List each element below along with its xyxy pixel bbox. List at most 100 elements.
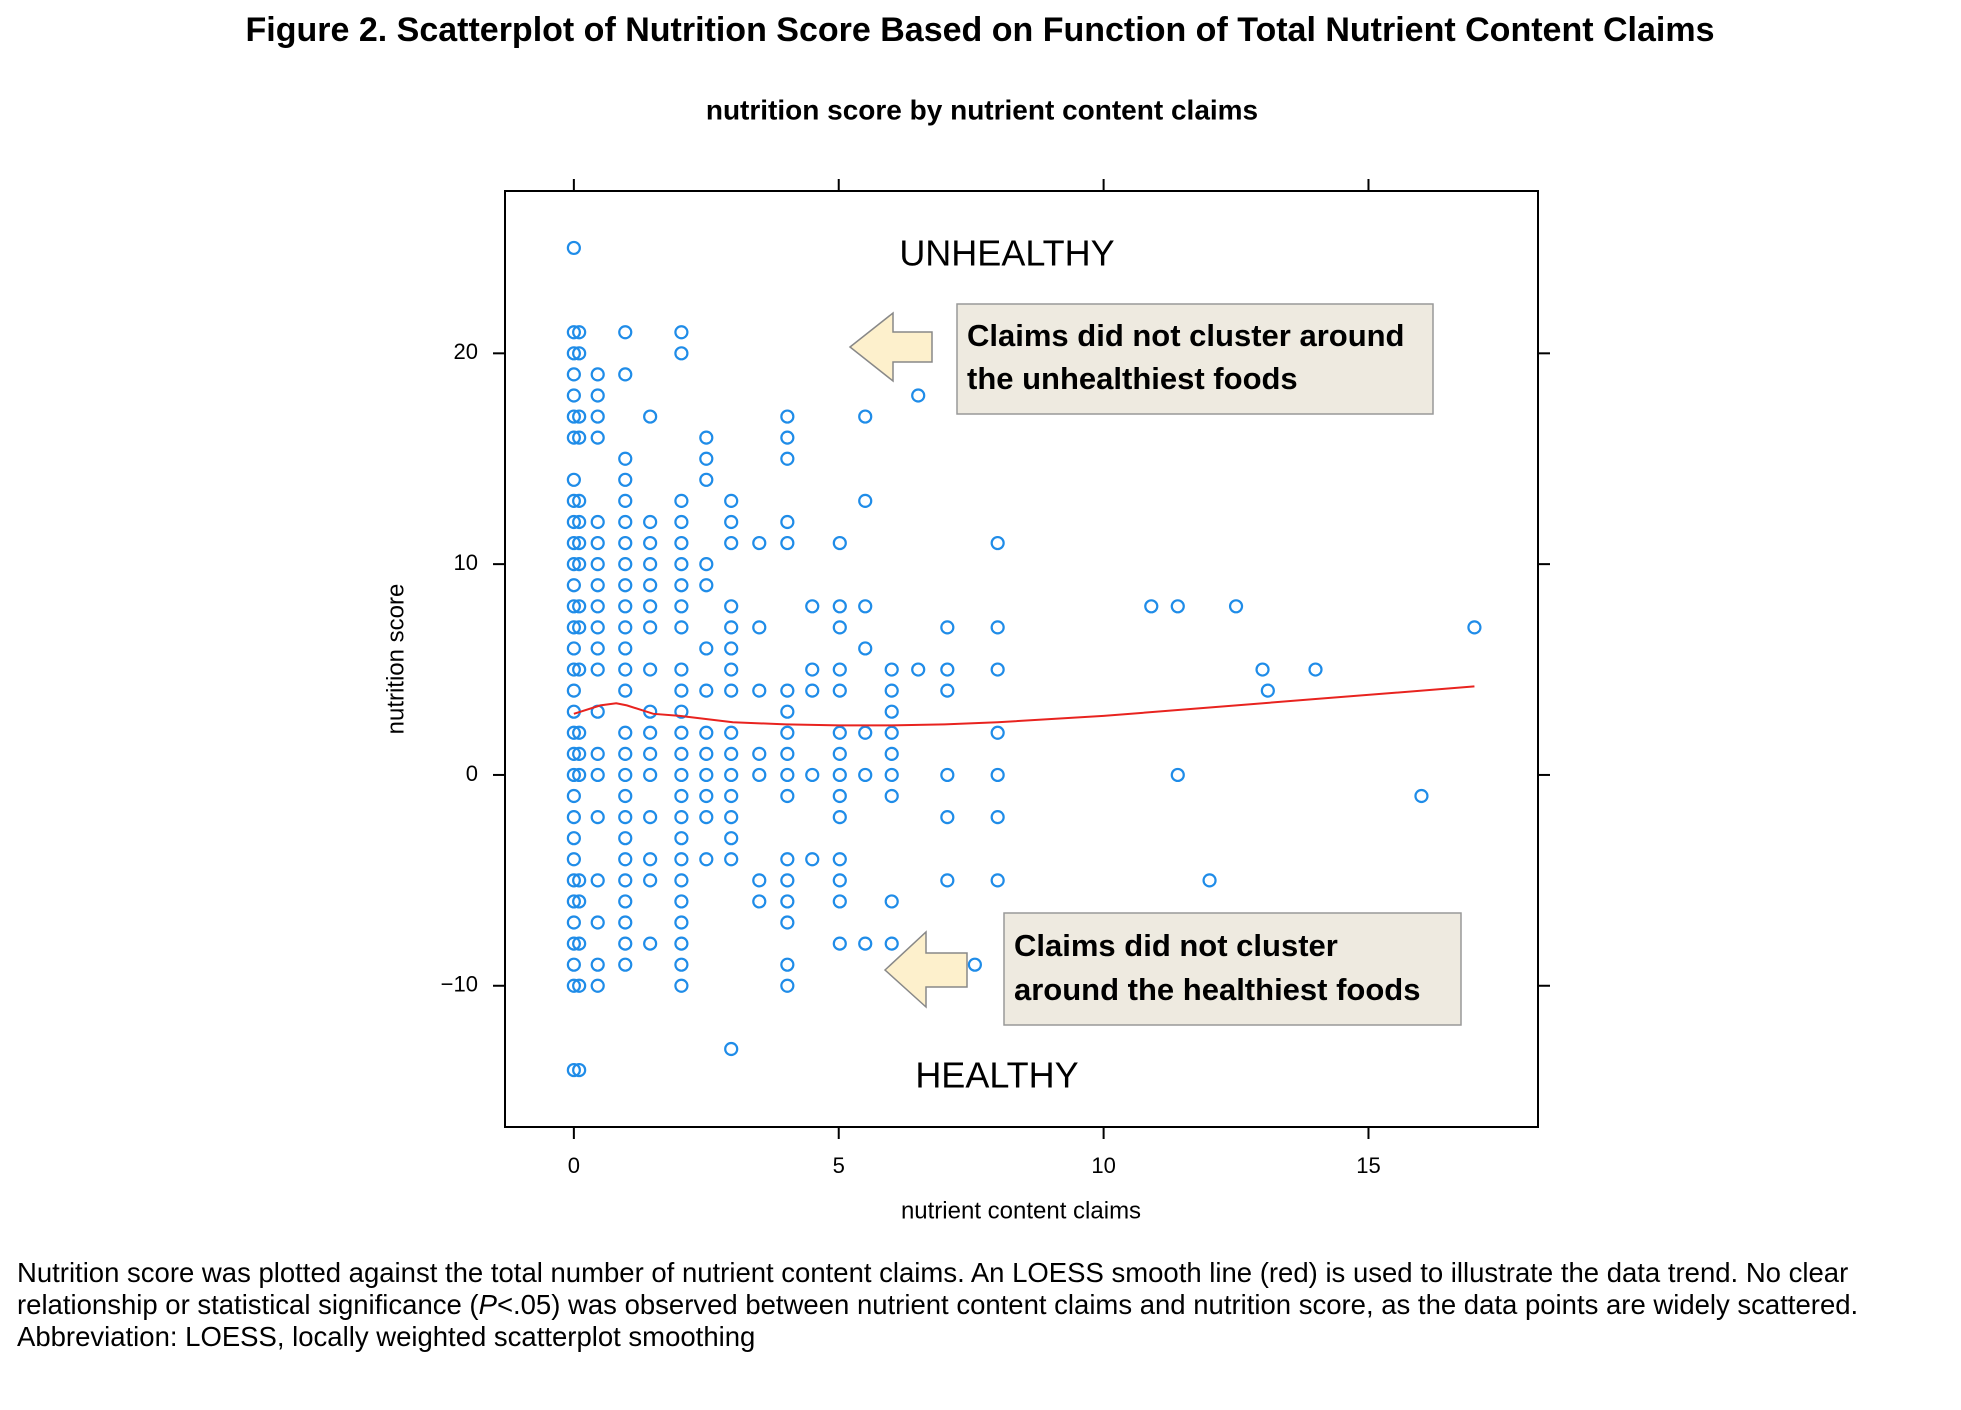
point bbox=[699, 788, 714, 804]
point bbox=[884, 746, 899, 761]
chart: Figure 2. Scatterplot of Nutrition Score… bbox=[246, 11, 1715, 1224]
point bbox=[674, 557, 689, 572]
point bbox=[990, 535, 1005, 551]
point bbox=[566, 578, 581, 593]
point bbox=[858, 493, 873, 508]
point bbox=[990, 810, 1005, 825]
point bbox=[618, 746, 633, 761]
point bbox=[566, 873, 581, 888]
y-tick-label: 10 bbox=[454, 550, 478, 575]
point bbox=[590, 873, 605, 888]
point bbox=[566, 788, 581, 804]
point bbox=[590, 514, 605, 530]
point bbox=[618, 683, 633, 698]
point bbox=[566, 1062, 581, 1078]
point bbox=[618, 831, 633, 846]
x-tick-label: 5 bbox=[833, 1153, 845, 1178]
point bbox=[572, 346, 587, 361]
point bbox=[832, 852, 847, 867]
point bbox=[724, 641, 739, 656]
point bbox=[674, 725, 689, 740]
point bbox=[884, 788, 899, 804]
point bbox=[780, 894, 795, 909]
x-tick-label: 10 bbox=[1091, 1153, 1115, 1178]
point bbox=[674, 578, 689, 593]
point bbox=[674, 894, 689, 909]
callout-box bbox=[956, 303, 1434, 415]
point bbox=[674, 620, 689, 635]
point bbox=[858, 641, 873, 656]
caption: Nutrition score was plotted against the … bbox=[17, 1257, 1947, 1353]
point bbox=[590, 367, 605, 382]
point bbox=[780, 514, 795, 530]
point bbox=[674, 831, 689, 846]
point bbox=[724, 514, 739, 530]
point bbox=[618, 957, 633, 972]
point bbox=[618, 578, 633, 593]
point bbox=[858, 599, 873, 614]
point bbox=[566, 409, 581, 424]
point bbox=[674, 915, 689, 930]
point bbox=[643, 725, 658, 740]
point bbox=[990, 662, 1005, 677]
point bbox=[572, 599, 587, 614]
point bbox=[780, 725, 795, 740]
point bbox=[699, 578, 714, 593]
point bbox=[572, 894, 587, 909]
point bbox=[699, 767, 714, 783]
arrow bbox=[848, 311, 933, 383]
callout-text: the unhealthiest foods bbox=[967, 361, 1298, 396]
point bbox=[832, 662, 847, 677]
point bbox=[724, 788, 739, 804]
point bbox=[643, 662, 658, 677]
point bbox=[618, 641, 633, 656]
point bbox=[990, 725, 1005, 740]
point bbox=[699, 683, 714, 698]
point bbox=[566, 493, 581, 508]
point bbox=[618, 472, 633, 487]
point bbox=[566, 599, 581, 614]
point bbox=[1260, 683, 1275, 698]
point bbox=[590, 578, 605, 593]
caption-part: Nutrition score was plotted against the … bbox=[17, 1257, 1849, 1320]
point bbox=[1170, 599, 1185, 614]
point bbox=[618, 788, 633, 804]
point bbox=[572, 662, 587, 677]
point bbox=[780, 873, 795, 888]
point bbox=[1170, 767, 1185, 783]
point bbox=[590, 662, 605, 677]
point bbox=[780, 683, 795, 698]
point bbox=[858, 409, 873, 424]
point bbox=[566, 978, 581, 993]
point bbox=[699, 641, 714, 656]
point bbox=[858, 725, 873, 740]
point bbox=[724, 662, 739, 677]
point bbox=[643, 514, 658, 530]
point bbox=[805, 662, 820, 677]
point bbox=[752, 620, 767, 635]
point bbox=[618, 894, 633, 909]
point bbox=[618, 514, 633, 530]
point bbox=[590, 767, 605, 783]
point bbox=[699, 557, 714, 572]
point bbox=[572, 1062, 587, 1078]
point bbox=[572, 535, 587, 551]
y-tick-label: 20 bbox=[454, 339, 478, 364]
point bbox=[699, 810, 714, 825]
point bbox=[884, 725, 899, 740]
point bbox=[643, 746, 658, 761]
point bbox=[699, 472, 714, 487]
point bbox=[674, 852, 689, 867]
point bbox=[1144, 599, 1159, 614]
point bbox=[724, 746, 739, 761]
point bbox=[724, 493, 739, 508]
point bbox=[590, 388, 605, 403]
point bbox=[884, 683, 899, 698]
point bbox=[566, 620, 581, 635]
point bbox=[566, 430, 581, 445]
point bbox=[780, 957, 795, 972]
point bbox=[674, 767, 689, 783]
point bbox=[572, 978, 587, 993]
point bbox=[566, 767, 581, 783]
